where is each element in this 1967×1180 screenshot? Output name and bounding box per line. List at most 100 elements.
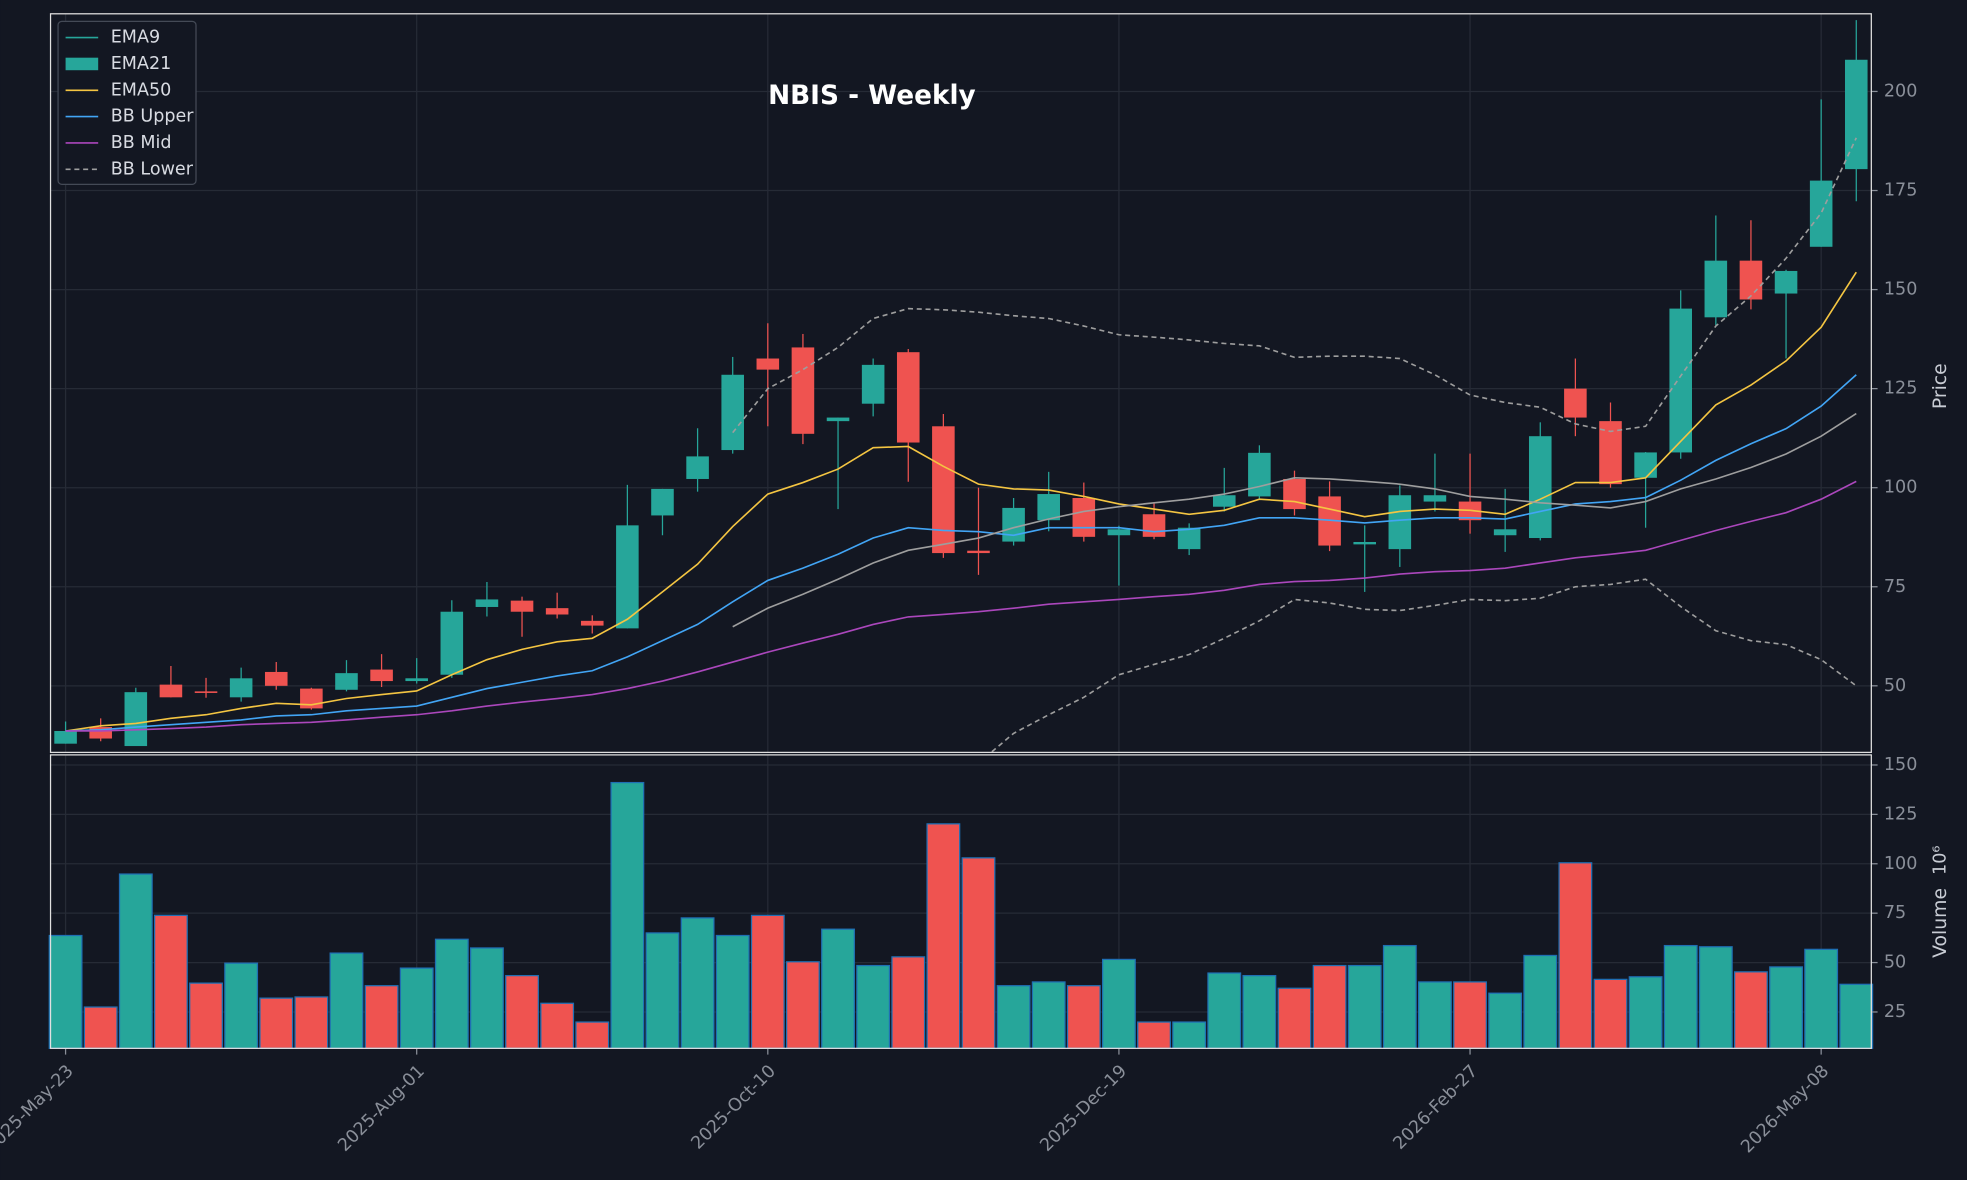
volume-tick-label: 100 [1884, 854, 1918, 874]
candle-body [1844, 59, 1868, 170]
candle-body [721, 374, 744, 451]
volume-bar [1418, 981, 1452, 1049]
indicator-line [732, 137, 1858, 434]
volume-bar [750, 914, 785, 1049]
price-frame [49, 13, 1872, 754]
y-axis-label: Price [1930, 363, 1951, 409]
candle-body [1002, 507, 1025, 542]
volume-bar [1102, 958, 1136, 1049]
volume-bar [505, 974, 539, 1049]
volume-bar [1698, 946, 1733, 1049]
volume-bar [83, 1006, 118, 1049]
volume-tick-label: 75 [1884, 903, 1906, 923]
candle-body [1528, 436, 1552, 539]
volume-bar [715, 934, 750, 1049]
volume-bar [575, 1021, 610, 1049]
legend: EMA9 EMA21 EMA50 BB Upper BB Mid BB Lower [57, 20, 197, 185]
volume-bar [48, 934, 83, 1049]
indicator-line [65, 374, 1857, 732]
volume-bar [1628, 976, 1663, 1049]
volume-bar [1593, 978, 1628, 1049]
volume-bar [399, 967, 434, 1049]
candle-body [1142, 514, 1166, 537]
volume-bar [1839, 983, 1874, 1049]
candle-body [1739, 260, 1763, 300]
candle-body [1283, 478, 1306, 510]
y-tick-label: 150 [1884, 280, 1918, 300]
legend-label: EMA9 [111, 28, 160, 48]
candle-body [1177, 527, 1201, 550]
candle-body [1774, 270, 1798, 294]
candle-body [1037, 494, 1060, 521]
volume-bar [1207, 972, 1242, 1049]
indicator-line [65, 271, 1857, 732]
candle-body [1353, 541, 1376, 545]
candle-body [686, 456, 709, 479]
volume-bar [1769, 966, 1803, 1049]
volume-tick-label: 125 [1884, 804, 1918, 824]
candle-body [89, 727, 112, 739]
volume-bar [856, 964, 891, 1049]
volume-bar [1242, 974, 1277, 1049]
y-tick-label: 125 [1884, 379, 1918, 399]
candle-body [967, 550, 990, 554]
y-tick-label: 200 [1884, 81, 1918, 101]
candle-body [826, 417, 850, 422]
candle-body [194, 691, 218, 693]
candle-body [1072, 498, 1096, 537]
volume-bar [645, 932, 680, 1049]
candle-body [545, 608, 569, 615]
candle-body [1248, 452, 1271, 497]
volume-bar [329, 952, 364, 1049]
volume-bar [1663, 944, 1698, 1049]
volume-tick-label: 25 [1884, 1002, 1906, 1022]
legend-label: EMA21 [111, 54, 172, 74]
y-tick-label: 175 [1884, 181, 1918, 201]
candle-body [1809, 180, 1833, 247]
candle-body [1423, 495, 1447, 502]
volume-axis-label: Volume [1930, 888, 1951, 958]
volume-bar [1558, 862, 1593, 1049]
volume-bar [1347, 964, 1382, 1049]
volume-bar [259, 997, 294, 1049]
volume-bar [821, 928, 855, 1049]
candle-body [861, 364, 885, 404]
legend-label: BB Upper [111, 107, 195, 127]
candle-body [1493, 529, 1517, 536]
candle-body [335, 673, 358, 690]
volume-bar [1066, 985, 1101, 1049]
candle-body [54, 730, 77, 744]
candle-body [124, 692, 148, 747]
volume-bar [996, 985, 1031, 1049]
volume-bar [1734, 971, 1768, 1049]
candle-body [1107, 529, 1131, 536]
volume-bar [118, 873, 153, 1049]
candle-body [1564, 388, 1587, 418]
volume-bar [1488, 992, 1523, 1049]
volume-bar [680, 917, 715, 1049]
legend-label: BB Lower [111, 159, 194, 179]
candle-body [932, 426, 955, 554]
volume-bar [1453, 981, 1487, 1049]
candle-body [1634, 452, 1657, 478]
indicator-line [732, 412, 1857, 628]
volume-bar [434, 938, 469, 1049]
candle-body [440, 611, 464, 675]
candle-body [791, 347, 815, 434]
volume-bar [469, 947, 504, 1049]
volume-bar [1137, 1021, 1171, 1049]
candle-body [580, 620, 604, 626]
y-tick-label: 100 [1884, 478, 1918, 498]
volume-bar [961, 857, 996, 1049]
legend-swatch [65, 57, 99, 71]
volume-bar [785, 961, 820, 1049]
volume-bar [1172, 1021, 1207, 1049]
candle-body [616, 525, 639, 629]
candle-body [264, 671, 288, 686]
volume-bar [610, 781, 645, 1049]
volume-tick-label: 150 [1884, 755, 1918, 775]
candle-body [475, 599, 499, 607]
volume-bar [926, 823, 961, 1049]
volume-bar [1804, 948, 1839, 1049]
